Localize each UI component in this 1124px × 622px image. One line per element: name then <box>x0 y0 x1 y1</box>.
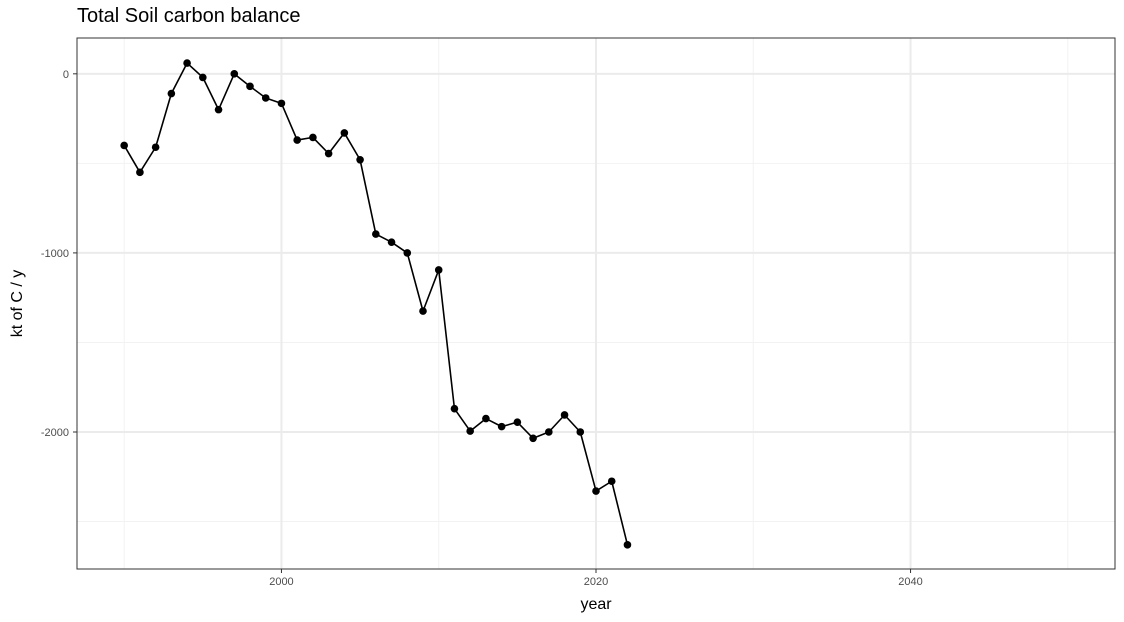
y-tick-label: -2000 <box>41 427 69 439</box>
data-point <box>261 94 270 102</box>
data-point <box>607 477 616 486</box>
data-point <box>387 238 396 246</box>
data-point <box>434 266 443 274</box>
data-point <box>466 427 474 435</box>
data-point <box>199 73 207 82</box>
data-point <box>136 168 144 177</box>
data-point <box>167 89 176 98</box>
y-tick-label: -1000 <box>41 248 69 260</box>
data-point <box>592 487 600 495</box>
data-point <box>340 129 349 137</box>
x-tick-label: 2020 <box>584 576 608 588</box>
data-point <box>246 82 254 91</box>
series-layer <box>120 59 632 549</box>
data-point <box>450 404 459 413</box>
data-point <box>560 411 569 419</box>
data-point <box>230 70 239 78</box>
grid <box>77 38 1115 569</box>
y-tick-label: 0 <box>63 69 69 81</box>
data-point <box>309 133 317 142</box>
data-point <box>529 434 537 443</box>
data-point <box>293 136 301 144</box>
chart-title: Total Soil carbon balance <box>77 5 301 27</box>
data-point <box>151 143 160 152</box>
x-tick-label: 2000 <box>269 576 293 588</box>
data-point <box>372 230 380 238</box>
data-point <box>277 99 286 108</box>
data-point <box>497 422 506 431</box>
data-point <box>576 428 585 436</box>
data-point <box>403 249 412 257</box>
axes: 2000 2020 2040 0 -1000 -2000 <box>41 69 923 588</box>
data-point <box>183 59 191 67</box>
data-point <box>623 541 632 549</box>
y-axis-title: kt of C / y <box>9 270 26 338</box>
data-point <box>120 141 128 150</box>
data-point <box>419 307 427 315</box>
x-tick-label: 2040 <box>898 576 922 588</box>
series-line <box>123 62 629 546</box>
data-point <box>214 105 223 114</box>
data-point <box>482 414 490 423</box>
data-point <box>513 418 522 426</box>
data-point <box>545 428 553 436</box>
x-axis-title: year <box>580 596 612 613</box>
data-point <box>324 149 333 158</box>
data-point <box>356 155 364 164</box>
